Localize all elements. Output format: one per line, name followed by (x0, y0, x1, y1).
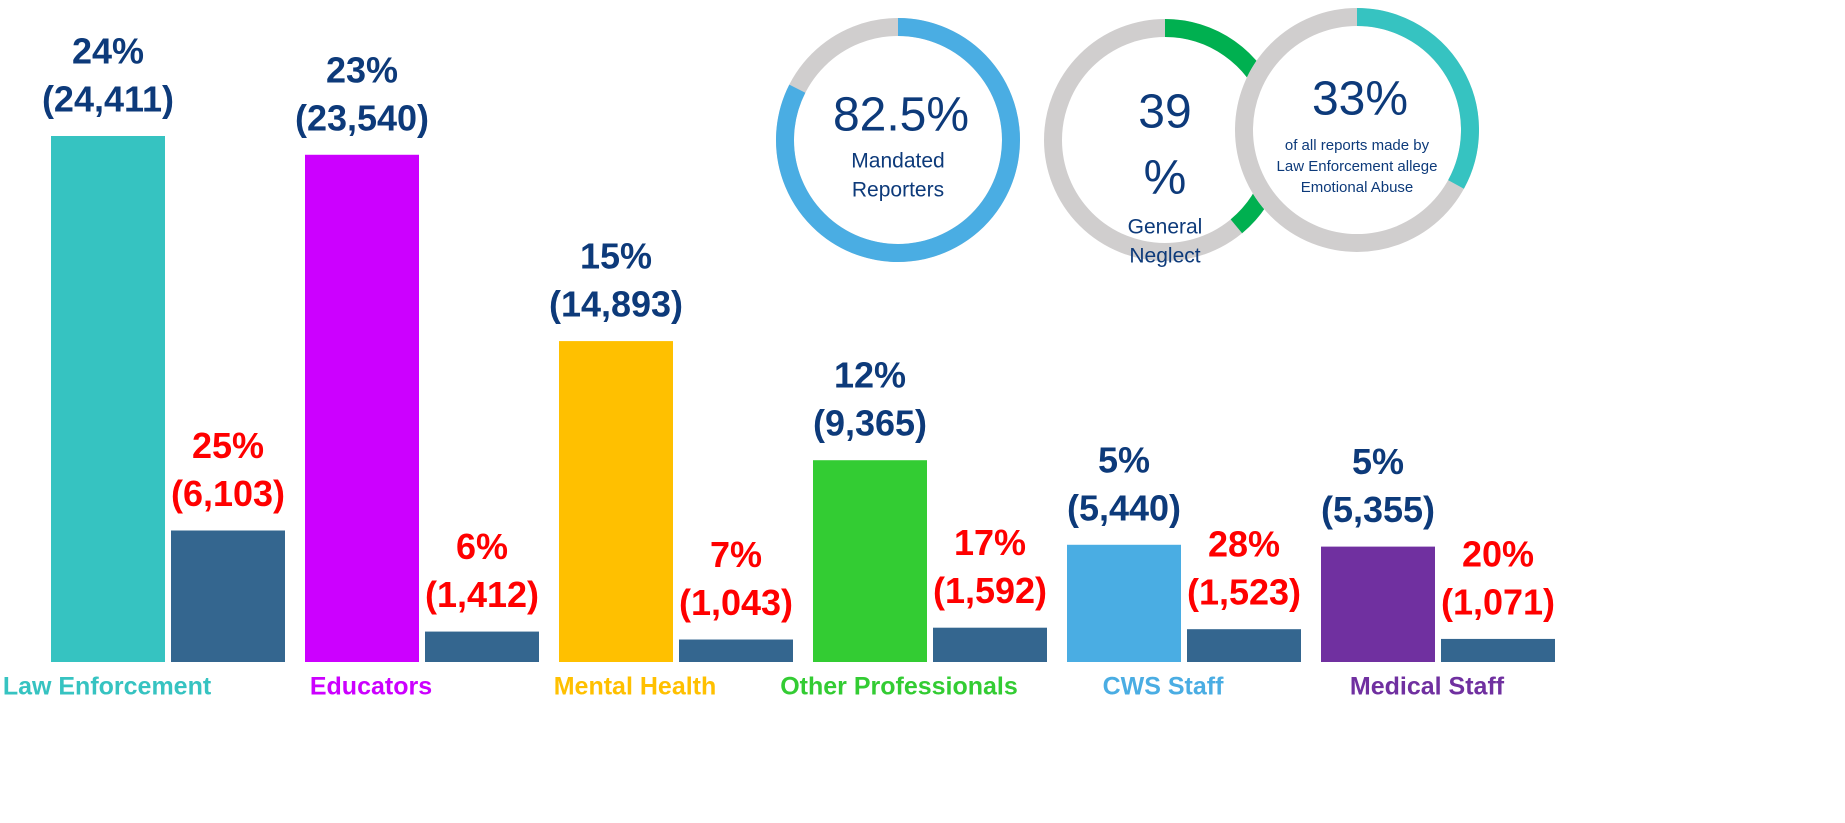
value-label: (5,440) (1067, 487, 1181, 528)
donut-arc (776, 18, 1020, 262)
percent-label: 24% (72, 31, 144, 72)
donut-background (1235, 8, 1479, 252)
donut-value: 82.5% (833, 89, 969, 142)
donut-caption: Emotional Abuse (1301, 179, 1414, 196)
percent-label: 12% (834, 355, 906, 396)
bar (1441, 638, 1555, 662)
value-label: (1,523) (1187, 572, 1301, 613)
percent-label: 5% (1352, 441, 1404, 482)
donut: 82.5% Mandated Reporters (776, 18, 1020, 262)
x-tick-label: Other Professionals (780, 673, 1018, 701)
donut-background (1044, 19, 1286, 261)
percent-label: 28% (1208, 524, 1280, 565)
bar (559, 341, 673, 662)
bar (425, 631, 539, 662)
donut-value: % (1144, 152, 1187, 205)
bar (51, 136, 165, 662)
bar (813, 460, 927, 662)
donut-value: 39 (1138, 86, 1191, 139)
donut: 39% General Neglect (1044, 19, 1286, 268)
x-tick-label: Mental Health (554, 673, 717, 701)
percent-label: 5% (1098, 439, 1150, 480)
bar (679, 639, 793, 662)
donut-background (776, 18, 1020, 262)
value-label: (1,043) (679, 582, 793, 623)
donut-caption: General (1128, 216, 1203, 239)
percent-label: 25% (192, 425, 264, 466)
bar (1067, 544, 1181, 662)
bar (1321, 546, 1435, 662)
bar (305, 154, 419, 663)
donut-caption: Reporters (852, 179, 944, 202)
x-tick-label: CWS Staff (1103, 673, 1225, 701)
percent-label: 15% (580, 236, 652, 277)
bar (933, 627, 1047, 662)
donut-value: 33% (1312, 73, 1408, 126)
value-label: (14,893) (549, 284, 683, 325)
value-label: (1,071) (1441, 581, 1555, 622)
value-label: (1,592) (933, 570, 1047, 611)
value-label: (6,103) (171, 473, 285, 514)
value-label: (5,355) (1321, 489, 1435, 530)
percent-label: 20% (1462, 533, 1534, 574)
x-tick-label: Medical Staff (1350, 673, 1505, 701)
percent-label: 17% (954, 522, 1026, 563)
donut-caption: Mandated (851, 150, 944, 173)
bar (171, 530, 285, 662)
x-tick-label: Educators (310, 673, 432, 701)
bar (1187, 629, 1301, 662)
percent-label: 7% (710, 534, 762, 575)
donut: 33% of all reports made by Law Enforcement… (1235, 8, 1479, 252)
value-label: (9,365) (813, 403, 927, 444)
value-label: (24,411) (42, 79, 174, 120)
x-tick-label: Law Enforcement (3, 673, 212, 701)
percent-label: 23% (326, 49, 398, 90)
donut-caption: Law Enforcement allege (1277, 158, 1438, 175)
donut-caption: of all reports made by (1285, 137, 1430, 154)
percent-label: 6% (456, 526, 508, 567)
donut-caption: Neglect (1129, 245, 1200, 268)
donut-arc (1356, 8, 1479, 189)
value-label: (23,540) (295, 97, 429, 138)
value-label: (1,412) (425, 574, 539, 615)
